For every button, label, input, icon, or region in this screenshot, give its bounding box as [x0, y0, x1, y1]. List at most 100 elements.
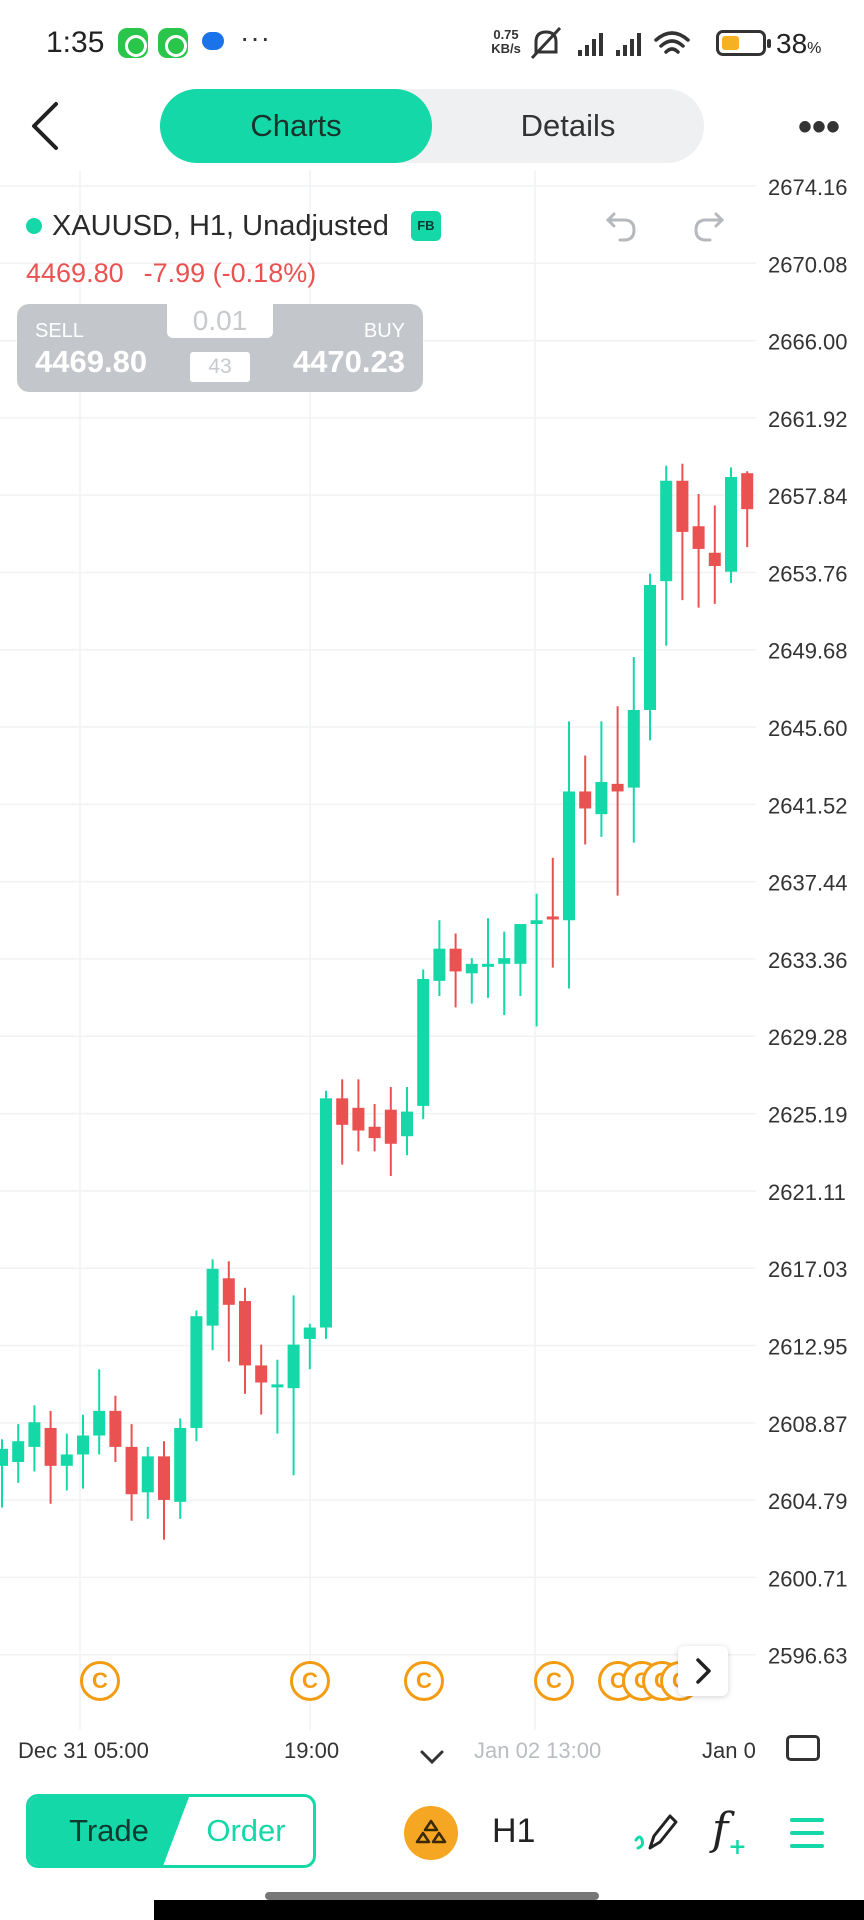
candle-body — [708, 552, 721, 567]
scroll-to-latest-button[interactable] — [678, 1646, 728, 1696]
candle-body — [417, 978, 430, 1106]
candle-body — [77, 1435, 89, 1455]
event-marker[interactable]: C — [290, 1661, 330, 1701]
layers-icon — [415, 1819, 447, 1844]
candle-body — [125, 1446, 138, 1495]
y-tick-label: 2600.71 — [768, 1566, 848, 1591]
candle-body — [579, 791, 592, 809]
order-button[interactable]: Order — [206, 1813, 286, 1848]
y-tick-label: 2674.16 — [768, 175, 848, 200]
quick-trade-panel: SELL 4469.80 BUY 4470.23 0.01 43 — [17, 304, 423, 392]
candle-body — [384, 1109, 397, 1144]
y-tick-label: 2596.63 — [768, 1644, 848, 1669]
signal-icon — [578, 33, 603, 56]
more-notifications-icon: ··· — [240, 22, 271, 53]
y-tick-label: 2612.95 — [768, 1335, 848, 1360]
y-tick-label: 2653.76 — [768, 561, 848, 586]
candle-body — [206, 1268, 219, 1326]
y-tick-label: 2645.60 — [768, 716, 848, 741]
more-horizontal-icon[interactable]: ••• — [798, 105, 841, 149]
candle-body — [255, 1365, 268, 1383]
signal-icon — [616, 33, 641, 56]
candle-body — [401, 1111, 413, 1137]
chevron-down-icon[interactable] — [418, 1748, 446, 1766]
candle-body — [190, 1316, 203, 1428]
trade-button[interactable]: Trade — [29, 1797, 189, 1865]
candle-body — [336, 1098, 349, 1125]
candle-body — [676, 480, 689, 532]
y-tick-label: 2670.08 — [768, 252, 848, 277]
function-plus-icon[interactable]: f+ — [712, 1804, 747, 1860]
timeframe-button[interactable]: H1 — [492, 1812, 536, 1850]
candle-body — [465, 963, 478, 974]
tab-details[interactable]: Details — [520, 108, 616, 143]
menu-icon[interactable] — [790, 1818, 824, 1848]
asset-selector-button[interactable] — [404, 1806, 458, 1860]
change-percent: (-0.18%) — [212, 258, 317, 288]
pencil-icon[interactable] — [632, 1808, 682, 1858]
y-tick-label: 2666.00 — [768, 330, 848, 355]
candle-body — [627, 709, 640, 788]
candle-body — [320, 1098, 332, 1328]
candle-body — [271, 1384, 284, 1388]
candle-body — [352, 1107, 365, 1131]
whatsapp-icon — [118, 28, 148, 58]
event-marker[interactable]: C — [80, 1661, 120, 1701]
lot-size-input[interactable]: 0.01 — [167, 304, 273, 338]
candle-body — [303, 1327, 316, 1339]
y-tick-label: 2629.28 — [768, 1025, 848, 1050]
candle-body — [482, 963, 494, 967]
status-bar: 1:35 ··· 0.75 KB/s 38% — [0, 0, 864, 86]
spread-value: 43 — [190, 352, 250, 382]
candle-body — [174, 1427, 187, 1502]
candle-body — [0, 1448, 8, 1466]
collapse-panel-tab[interactable] — [344, 1738, 520, 1778]
bottom-toolbar: Trade Order H1 f+ — [0, 1778, 864, 1880]
candle-body — [44, 1427, 57, 1466]
y-tick-label: 2641.52 — [768, 793, 848, 818]
symbol-title[interactable]: XAUUSD, H1, Unadjusted — [52, 209, 389, 242]
candle-body — [498, 958, 511, 964]
candle-body — [109, 1410, 122, 1447]
fb-badge: FB — [410, 211, 441, 241]
sell-price-button[interactable]: 4469.80 — [35, 344, 148, 379]
time-label: Jan 0 — [702, 1738, 756, 1763]
last-price: 4469.80 — [26, 258, 124, 288]
time-label: Jan 02 13:00 — [474, 1738, 602, 1763]
whatsapp-business-icon — [158, 28, 188, 58]
landscape-icon[interactable] — [786, 1735, 820, 1761]
chevron-right-icon — [696, 1658, 711, 1684]
view-tabs: Charts Details — [160, 89, 704, 163]
event-marker[interactable]: C — [534, 1661, 574, 1701]
status-icons — [530, 26, 690, 60]
candle-body — [12, 1441, 25, 1463]
candle-body — [141, 1456, 154, 1493]
candle-body — [660, 480, 673, 582]
tab-charts[interactable]: Charts — [160, 89, 432, 163]
y-tick-label: 2637.44 — [768, 871, 848, 896]
candlestick-chart[interactable]: 2674.16 2670.08 2666.00 2661.92 2657.84 2653.… — [0, 170, 864, 1738]
undo-icon[interactable] — [604, 204, 640, 244]
candle-body — [158, 1456, 170, 1500]
battery-percent: 38% — [776, 28, 822, 59]
y-tick-label: 2633.36 — [768, 948, 848, 973]
buy-price-button[interactable]: 4470.23 — [292, 344, 405, 379]
candle-body — [546, 916, 559, 920]
home-indicator[interactable] — [265, 1892, 599, 1900]
buy-label: BUY — [363, 320, 405, 342]
y-tick-label: 2625.19 — [768, 1103, 848, 1128]
redo-icon[interactable] — [690, 204, 726, 244]
y-tick-label: 2649.68 — [768, 639, 848, 664]
network-speed: 0.75 KB/s — [491, 27, 521, 56]
sell-label: SELL — [35, 320, 84, 342]
event-marker[interactable]: C — [404, 1661, 444, 1701]
y-tick-label: 2661.92 — [768, 407, 848, 432]
candle-body — [563, 791, 575, 921]
back-button[interactable] — [26, 100, 66, 152]
candle-body — [692, 526, 705, 549]
candle-body — [725, 476, 737, 572]
y-tick-label: 2621.11 — [768, 1180, 846, 1205]
y-tick-label: 2604.79 — [768, 1489, 848, 1514]
candle-body — [239, 1301, 251, 1366]
candle-body — [93, 1410, 106, 1436]
